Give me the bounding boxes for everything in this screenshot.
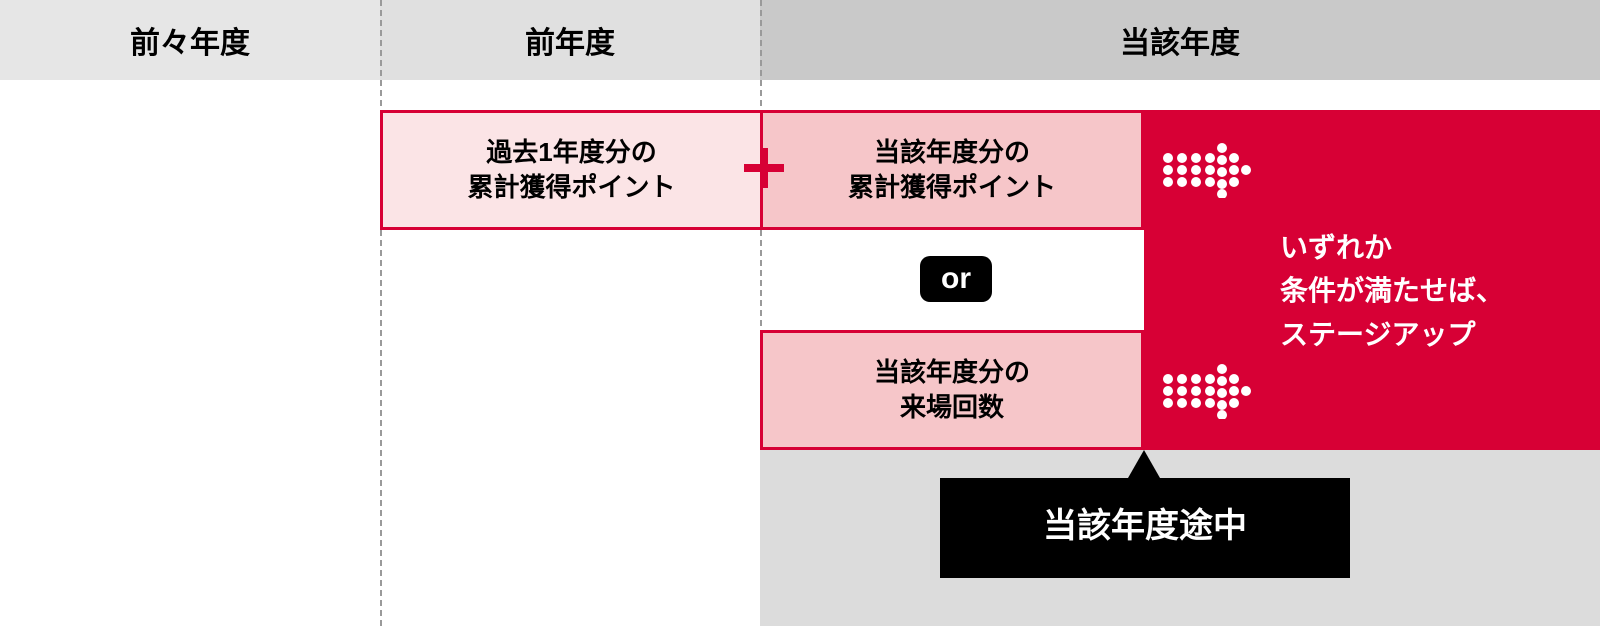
box-current-visits-text: 当該年度分の 来場回数 bbox=[874, 355, 1030, 425]
text-line: 来場回数 bbox=[900, 392, 1004, 422]
text-line: 累計獲得ポイント bbox=[467, 172, 675, 202]
or-badge: or bbox=[920, 256, 992, 302]
arrow-icon-2 bbox=[1160, 363, 1256, 419]
box-current-visits: 当該年度分の 来場回数 bbox=[760, 330, 1144, 450]
box-current-points-text: 当該年度分の 累計獲得ポイント bbox=[848, 135, 1056, 205]
callout-current-midyear: 当該年度途中 bbox=[940, 478, 1350, 578]
header-col-2: 前年度 bbox=[380, 0, 760, 80]
text-line: 当該年度分の bbox=[874, 137, 1030, 167]
timeline-header: 前々年度 前年度 当該年度 bbox=[0, 0, 1600, 80]
text-line: 当該年度分の bbox=[874, 357, 1030, 387]
header-col-1: 前々年度 bbox=[0, 0, 380, 80]
box-current-points: 当該年度分の 累計獲得ポイント bbox=[760, 110, 1144, 230]
stageup-text: いずれか 条件が満たせば、 ステージアップ bbox=[1280, 226, 1504, 356]
header-col-3: 当該年度 bbox=[760, 0, 1600, 80]
callout-pointer-icon bbox=[1128, 450, 1160, 478]
text-line: 累計獲得ポイント bbox=[848, 172, 1056, 202]
text-line: 条件が満たせば、 bbox=[1280, 275, 1504, 306]
text-line: 過去1年度分の bbox=[486, 137, 656, 167]
diagram-stage: 前々年度 前年度 当該年度 過去1年度分の 累計獲得ポイント 当該年度分の 累計… bbox=[0, 0, 1600, 626]
box-past-points: 過去1年度分の 累計獲得ポイント bbox=[380, 110, 760, 230]
text-line: いずれか bbox=[1280, 232, 1392, 263]
divider-1 bbox=[380, 0, 382, 626]
arrow-icon-1 bbox=[1160, 142, 1256, 198]
plus-icon bbox=[742, 146, 786, 190]
box-past-points-text: 過去1年度分の 累計獲得ポイント bbox=[467, 135, 675, 205]
text-line: ステージアップ bbox=[1280, 319, 1475, 350]
